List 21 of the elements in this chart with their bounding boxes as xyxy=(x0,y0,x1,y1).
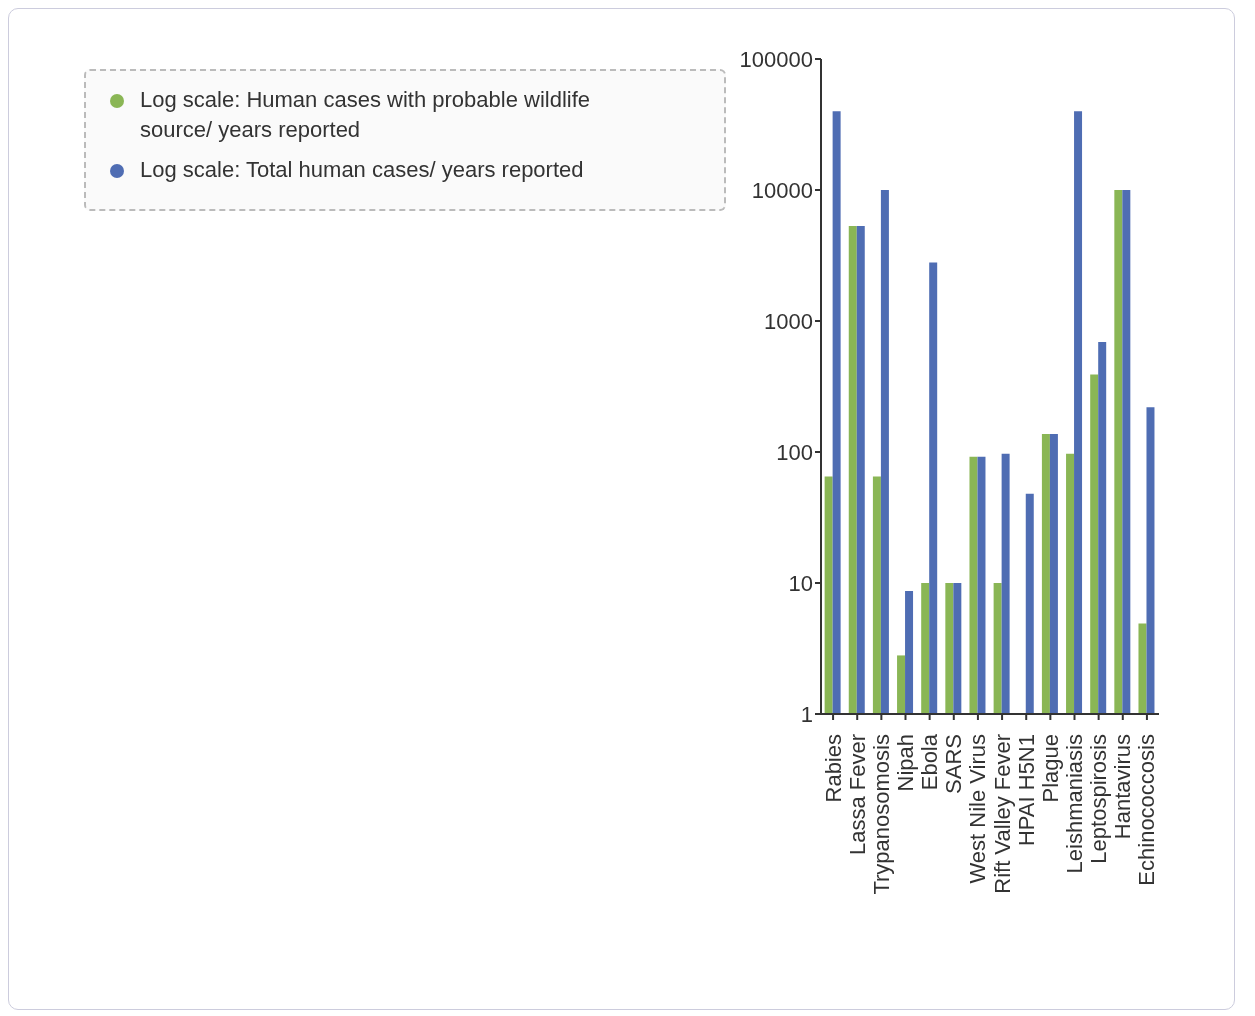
y-tick-label: 1 xyxy=(800,701,813,727)
x-tick-label: Ebola xyxy=(917,733,943,791)
legend-label: Log scale: Human cases with probable wildlife source/ years reported xyxy=(140,86,591,144)
x-tick-label: Lassa Fever xyxy=(844,734,870,856)
x-tick-label: Leishmaniasis xyxy=(1062,734,1087,874)
legend-label: Log scale: Total human cases/ years reported xyxy=(140,156,584,184)
x-tick-label: Plague xyxy=(1037,734,1063,803)
y-tick-label: 10000 xyxy=(751,177,813,203)
x-tick-label: Nipah xyxy=(893,734,918,792)
x-tick-label: Rift Valley Fever xyxy=(989,734,1015,894)
x-tick-label: Rabies xyxy=(820,734,846,803)
y-tick-label: 100 xyxy=(776,439,813,465)
x-tick-label: West Nile Virus xyxy=(965,734,991,884)
y-tick-label: 100000 xyxy=(739,46,813,72)
x-tick-label: SARS xyxy=(941,734,967,794)
x-tick-label: Trypanosomosis xyxy=(868,734,894,895)
x-tick-label: Echinococcosis xyxy=(1134,734,1160,886)
x-tick-label: Leptospirosis xyxy=(1086,734,1112,864)
y-tick-label: 1000 xyxy=(764,308,813,334)
x-tick-label: Hantavirus xyxy=(1110,734,1136,840)
y-tick-label: 10 xyxy=(788,570,813,596)
